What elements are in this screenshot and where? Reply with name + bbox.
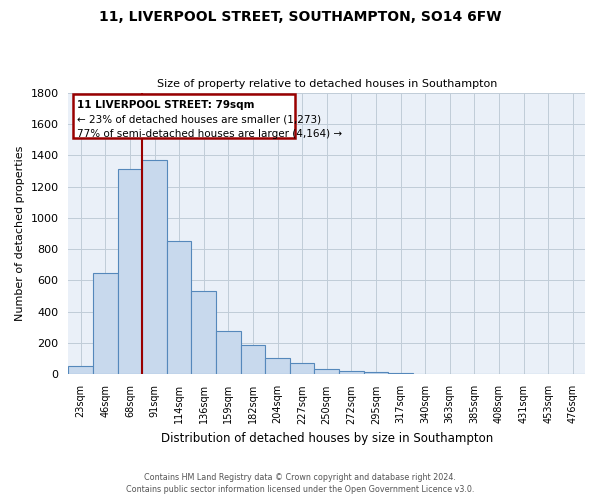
Bar (68, 366, 93, 374)
Bar (314, 369, 339, 374)
X-axis label: Distribution of detached houses by size in Southampton: Distribution of detached houses by size … (161, 432, 493, 445)
Title: Size of property relative to detached houses in Southampton: Size of property relative to detached ho… (157, 79, 497, 89)
Bar (388, 373, 413, 374)
Text: 11, LIVERPOOL STREET, SOUTHAMPTON, SO14 6FW: 11, LIVERPOOL STREET, SOUTHAMPTON, SO14 … (99, 10, 501, 24)
Bar (364, 372, 388, 374)
Text: 77% of semi-detached houses are larger (4,164) →: 77% of semi-detached houses are larger (… (77, 128, 342, 138)
Bar (241, 346, 265, 374)
FancyBboxPatch shape (73, 94, 295, 138)
Text: Contains public sector information licensed under the Open Government Licence v3: Contains public sector information licen… (126, 486, 474, 494)
Bar (93, 274, 118, 374)
Bar (167, 242, 191, 374)
Text: ← 23% of detached houses are smaller (1,273): ← 23% of detached houses are smaller (1,… (77, 114, 321, 124)
Bar (290, 364, 314, 374)
Bar (142, 160, 167, 374)
Bar (265, 358, 290, 374)
Bar (118, 170, 142, 374)
Y-axis label: Number of detached properties: Number of detached properties (15, 146, 25, 321)
Bar (216, 330, 241, 374)
Text: 11 LIVERPOOL STREET: 79sqm: 11 LIVERPOOL STREET: 79sqm (77, 100, 254, 110)
Bar (191, 292, 216, 374)
Bar (339, 370, 364, 374)
Text: Contains HM Land Registry data © Crown copyright and database right 2024.: Contains HM Land Registry data © Crown c… (144, 473, 456, 482)
